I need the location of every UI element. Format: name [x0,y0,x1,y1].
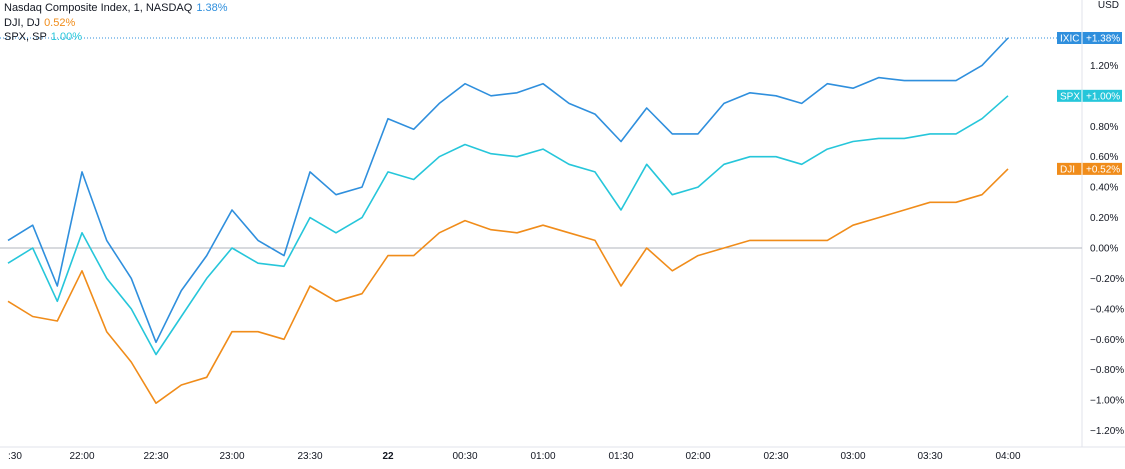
price-tag [1057,162,1122,175]
price-tag [1057,32,1122,44]
price-tag-symbol: DJI [1060,164,1075,175]
price-tag-value: +1.00% [1086,91,1120,102]
x-tick-label: 22:00 [69,451,94,462]
x-tick-label: 22 [382,451,394,462]
y-tick-label: 1.20% [1090,61,1118,72]
x-tick-label: 04:00 [995,451,1020,462]
y-tick-label: −1.00% [1090,396,1124,407]
series-line-spx [7,95,1009,356]
price-tag [1057,89,1122,102]
x-tick-label: :30 [8,451,22,462]
legend-row-spx[interactable]: SPX, SP 1.00% [4,30,228,45]
y-tick-label: 0.60% [1090,152,1118,163]
x-tick-label: 02:00 [685,451,710,462]
x-tick-label: 01:30 [608,451,633,462]
x-tick-label: 00:30 [452,451,477,462]
y-tick-label: 0.80% [1090,122,1118,133]
series-line-ixic [7,37,1009,344]
legend-row-dji[interactable]: DJI, DJ 0.52% [4,16,228,31]
x-tick-label: 03:30 [917,451,942,462]
x-tick-label: 02:30 [763,451,788,462]
y-tick-label: −0.80% [1090,365,1124,376]
y-tick-label: 0.40% [1090,183,1118,194]
price-tag-value: +1.38% [1086,34,1120,45]
price-tag-value: +0.52% [1086,164,1120,175]
y-tick-label: 0.20% [1090,213,1118,224]
legend-name-ixic: Nasdaq Composite Index, 1, NASDAQ [4,2,193,14]
x-tick-label: 03:00 [840,451,865,462]
currency-label: USD [1097,0,1119,11]
x-tick-label: 22:30 [143,451,168,462]
series-line-dji [7,168,1009,405]
legend-name-spx: SPX, SP [4,31,47,43]
legend-value-ixic: 1.38% [196,2,228,14]
y-tick-label: 0.00% [1090,244,1118,255]
legend-value-spx: 1.00% [50,31,82,43]
legend-name-dji: DJI, DJ [4,16,41,29]
legend-row-ixic[interactable]: Nasdaq Composite Index, 1, NASDAQ 1.38% [4,1,228,16]
price-tag-symbol: SPX [1060,91,1080,102]
y-tick-label: −1.20% [1090,426,1124,437]
legend-value-dji: 0.52% [44,16,76,29]
y-tick-label: −0.20% [1090,274,1124,285]
x-tick-label: 23:00 [219,451,244,462]
x-tick-label: 23:30 [297,451,322,462]
y-tick-label: −0.40% [1090,304,1124,315]
x-tick-label: 01:00 [530,451,555,462]
y-tick-label: −0.60% [1090,335,1124,346]
legend: Nasdaq Composite Index, 1, NASDAQ 1.38% D… [4,1,228,45]
price-tag-symbol: IXIC [1060,34,1079,45]
